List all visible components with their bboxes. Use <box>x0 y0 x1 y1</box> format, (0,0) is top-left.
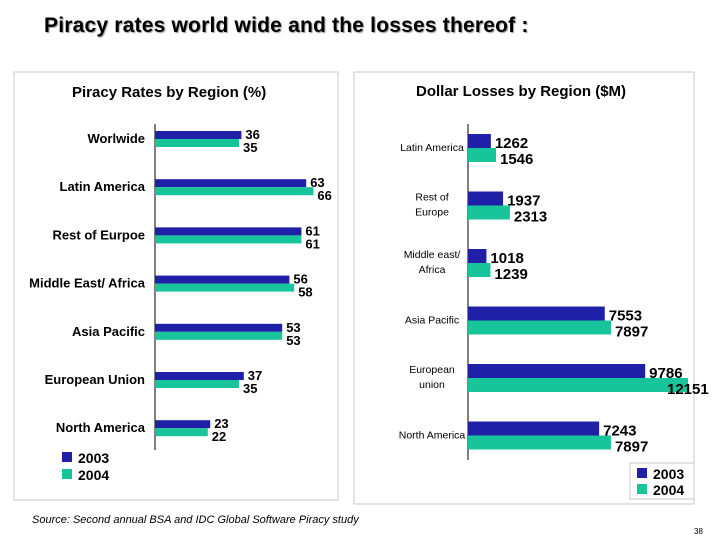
left-category-north-america: North America <box>56 420 146 435</box>
left-chart-title: Piracy Rates by Region (%) <box>72 84 266 101</box>
right-category-latin-america: Latin America <box>400 142 464 154</box>
left-value-2004-european-union: 35 <box>243 381 257 396</box>
left-legend-label-2003: 2003 <box>78 450 109 466</box>
slide-title: Piracy rates world wide and the losses t… <box>44 14 529 37</box>
left-category-worlwide: Worlwide <box>87 131 145 146</box>
left-bar-2003-european-union <box>155 372 244 380</box>
right-category-asia-pacific: Asia Pacific <box>405 315 459 327</box>
source-note: Source: Second annual BSA and IDC Global… <box>32 514 359 526</box>
right-value-2004-asia-pacific: 7897 <box>615 324 648 341</box>
right-bar-2004-middle-east-africa <box>468 263 491 277</box>
left-value-2003-north-america: 23 <box>214 416 228 431</box>
left-bar-2004-worlwide <box>155 139 239 147</box>
left-value-2004-rest-of-eurpoe: 61 <box>305 236 319 251</box>
left-bar-2004-latin-america <box>155 187 314 196</box>
right-value-2003-asia-pacific: 7553 <box>609 308 642 325</box>
left-legend-swatch-2003 <box>62 452 72 462</box>
left-bar-2003-middle-east-africa <box>155 275 290 284</box>
right-category-european-union: European union <box>409 364 455 391</box>
right-bar-2003-asia-pacific <box>468 306 605 321</box>
right-value-2003-european-union: 9786 <box>649 365 682 382</box>
left-value-2003-worlwide: 36 <box>245 127 259 142</box>
right-bar-2004-north-america <box>468 435 611 450</box>
right-value-2004-rest-of-europe: 2313 <box>514 209 547 226</box>
left-bar-2004-asia-pacific <box>155 331 283 340</box>
left-value-2004-middle-east-africa: 58 <box>298 285 312 300</box>
right-value-2004-middle-east-africa: 1239 <box>494 266 527 283</box>
right-value-2003-rest-of-europe: 1937 <box>507 193 540 210</box>
right-bar-2003-european-union <box>468 364 646 378</box>
right-value-2004-north-america: 7897 <box>615 439 648 456</box>
right-value-2003-middle-east-africa: 1018 <box>490 250 523 267</box>
right-category-rest-of-europe: Rest of Europe <box>415 192 449 219</box>
left-category-rest-of-eurpoe: Rest of Eurpoe <box>53 227 145 242</box>
left-bar-2004-rest-of-eurpoe <box>155 235 302 244</box>
left-value-2004-latin-america: 66 <box>317 188 331 203</box>
left-bar-2003-north-america <box>155 420 211 429</box>
left-bar-2003-rest-of-eurpoe <box>155 227 302 236</box>
right-value-2003-latin-america: 1262 <box>495 135 528 152</box>
right-legend-label-2003: 2003 <box>653 466 684 482</box>
right-chart-title: Dollar Losses by Region ($M) <box>416 83 626 100</box>
page-number: 38 <box>694 527 703 536</box>
right-bar-2003-north-america <box>468 421 600 436</box>
right-bar-2004-latin-america <box>468 148 496 162</box>
left-bar-2003-worlwide <box>155 131 242 139</box>
left-category-european-union: European Union <box>45 372 145 387</box>
left-value-2003-european-union: 37 <box>248 368 262 383</box>
right-bar-2004-european-union <box>468 378 688 392</box>
right-bar-2004-asia-pacific <box>468 320 611 335</box>
left-value-2003-asia-pacific: 53 <box>286 320 300 335</box>
left-value-2004-worlwide: 35 <box>243 140 257 155</box>
right-legend-label-2004: 2004 <box>653 482 684 498</box>
left-bar-2004-north-america <box>155 428 208 437</box>
right-value-2004-european-union: 12151 <box>667 381 709 398</box>
left-category-asia-pacific: Asia Pacific <box>72 324 145 339</box>
left-bar-2003-asia-pacific <box>155 323 283 332</box>
right-bar-2003-middle-east-africa <box>468 249 487 263</box>
right-legend-swatch-2003 <box>637 468 647 478</box>
left-value-2003-latin-america: 63 <box>310 175 324 190</box>
right-bar-2003-latin-america <box>468 134 491 148</box>
left-value-2004-asia-pacific: 53 <box>286 333 300 348</box>
left-bar-2004-middle-east-africa <box>155 283 295 292</box>
right-category-middle-east-africa: Middle east/Africa <box>404 249 461 276</box>
left-legend-label-2004: 2004 <box>78 467 109 483</box>
left-bar-2003-latin-america <box>155 179 307 188</box>
left-legend-swatch-2004 <box>62 469 72 479</box>
left-value-2003-middle-east-africa: 56 <box>293 272 307 287</box>
left-value-2003-rest-of-eurpoe: 61 <box>305 223 319 238</box>
right-category-north-america: North America <box>399 430 466 442</box>
left-category-middle-east-africa: Middle East/ Africa <box>29 276 146 291</box>
left-category-latin-america: Latin America <box>60 179 146 194</box>
left-value-2004-north-america: 22 <box>212 429 226 444</box>
right-value-2004-latin-america: 1546 <box>500 151 533 168</box>
right-bar-2004-rest-of-europe <box>468 205 510 220</box>
right-value-2003-north-america: 7243 <box>603 423 636 440</box>
right-legend-swatch-2004 <box>637 484 647 494</box>
right-bar-2003-rest-of-europe <box>468 191 504 206</box>
left-bar-2004-european-union <box>155 380 239 388</box>
